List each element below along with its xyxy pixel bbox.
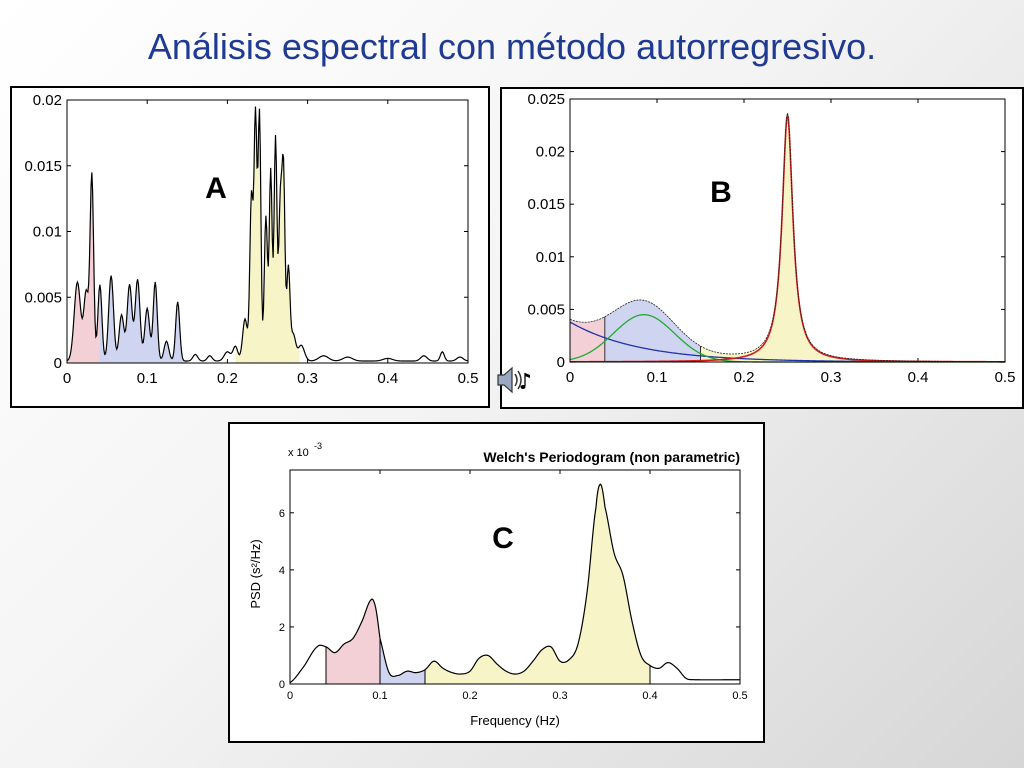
y-tick-label: 0.005	[527, 301, 565, 318]
y-tick-label: 0.025	[527, 91, 565, 108]
y-tick-label: 6	[279, 508, 285, 520]
y-tick-label: 0.01	[536, 249, 565, 266]
x-axis-label: Frequency (Hz)	[470, 713, 560, 728]
speaker-icon[interactable]	[494, 364, 534, 396]
band-hf	[425, 484, 650, 684]
y-axis-label: PSD (s²/Hz)	[248, 539, 263, 608]
band-lf	[99, 275, 188, 363]
y-tick-label: 0	[54, 355, 62, 372]
band-vlf	[570, 316, 605, 362]
x-tick-label: 0.1	[137, 370, 158, 387]
psd-curve	[289, 483, 740, 684]
band-vlf	[326, 599, 380, 684]
panel-label-c: C	[492, 522, 514, 555]
x-tick-label: 0	[566, 369, 574, 386]
x-tick-label: 0	[63, 370, 71, 387]
total-psd-curve	[569, 112, 1005, 363]
x-tick-label: 0.4	[377, 370, 398, 387]
x-tick-label: 0.2	[217, 370, 238, 387]
y-tick-label: 0.02	[536, 144, 565, 161]
y-tick-label: 0.015	[527, 196, 565, 213]
x-tick-label: 0.3	[297, 370, 318, 387]
chart-b-svg: 0 0.1 0.2 0.3 0.4 0.5 0 0.005 0.01 0.015 0.02 0.025…	[527, 91, 1016, 386]
axes-frame	[66, 99, 469, 364]
panel-label-b: B	[710, 176, 732, 209]
axes-frame	[289, 469, 741, 685]
exponent-power: -3	[314, 441, 322, 451]
x-tick-label: 0.4	[908, 369, 929, 386]
x-tick-label: 0.2	[462, 690, 477, 702]
y-tick-label: 0.02	[33, 92, 62, 109]
y-tick-label: 0	[279, 679, 285, 691]
y-tick-label: 0	[557, 354, 565, 371]
y-tick-label: 0.005	[24, 289, 62, 306]
x-tick-label: 0.2	[734, 369, 755, 386]
chart-panel-c: 0 0.1 0.2 0.3 0.4 0.5 0 2 4 6 Welch's Periodogram …	[228, 422, 765, 743]
chart-a-svg: 0 0.1 0.2 0.3 0.4 0.5 0 0.005 0.01 0.015 0.02 A	[24, 92, 479, 387]
y-tick-label: 0.01	[33, 224, 62, 241]
y-tick-label: 4	[279, 565, 285, 577]
x-tick-label: 0.3	[821, 369, 842, 386]
y-tick-label: 2	[279, 622, 285, 634]
chart-c-title: Welch's Periodogram (non parametric)	[483, 449, 740, 465]
chart-panel-a: 0 0.1 0.2 0.3 0.4 0.5 0 0.005 0.01 0.015 0.02 A	[10, 86, 490, 408]
x-tick-label: 0.5	[995, 369, 1016, 386]
exponent-base: x 10	[288, 447, 309, 459]
x-tick-label: 0	[287, 690, 293, 702]
slide-title: Análisis espectral con método autorregre…	[147, 26, 877, 67]
x-tick-label: 0.3	[552, 690, 567, 702]
x-tick-label: 0.5	[732, 690, 747, 702]
x-tick-label: 0.1	[647, 369, 668, 386]
band-vlf	[67, 172, 100, 363]
chart-c-svg: 0 0.1 0.2 0.3 0.4 0.5 0 2 4 6 Welch's Periodogram …	[248, 441, 748, 728]
axes-frame	[569, 98, 1006, 363]
band-lf	[604, 299, 701, 362]
chart-panel-b: 0 0.1 0.2 0.3 0.4 0.5 0 0.005 0.01 0.015 0.02 0.025…	[500, 87, 1024, 409]
panel-label-a: A	[205, 172, 227, 205]
psd-curve	[66, 106, 469, 362]
x-tick-label: 0.5	[458, 370, 479, 387]
y-tick-label: 0.015	[24, 158, 62, 175]
x-tick-label: 0.4	[642, 690, 657, 702]
x-tick-label: 0.1	[372, 690, 387, 702]
